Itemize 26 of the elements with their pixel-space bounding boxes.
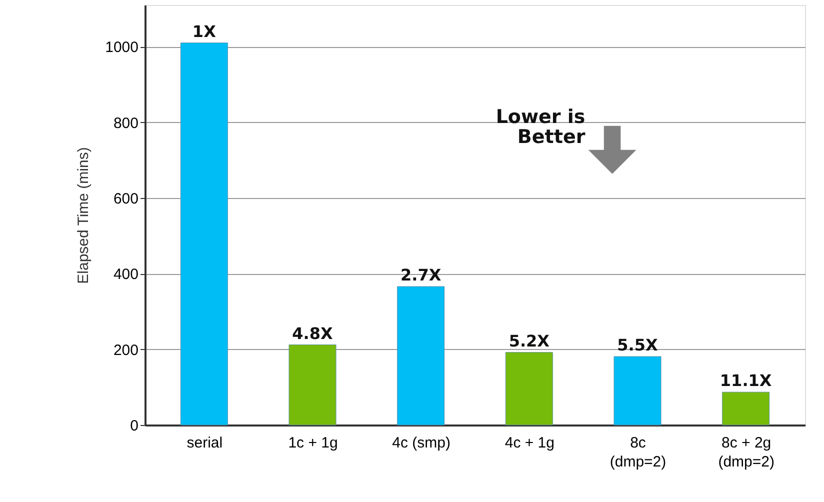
y-tick-label: 400	[113, 266, 138, 284]
bar	[397, 286, 445, 426]
annotation: 1X	[192, 22, 217, 41]
annotation: 4.8X	[292, 324, 334, 343]
annotation: 11.1X	[720, 371, 772, 390]
x-tick-label: 4c (smp)	[392, 434, 451, 452]
y-tick-label: 0	[130, 418, 138, 434]
x-tick-label: 1c + 1g	[288, 434, 338, 452]
x-tick-label: serial	[186, 434, 223, 452]
x-tick-label: 8c (dmp=2)	[610, 434, 666, 470]
bar	[180, 42, 228, 426]
annotation: 5.5X	[617, 336, 658, 355]
x-tick-label: 4c + 1g	[504, 434, 554, 452]
y-axis-title: Elapsed Time (mins)	[75, 147, 92, 284]
bar	[505, 352, 553, 426]
x-tick-label: 8c + 2g (dmp=2)	[718, 434, 774, 470]
bar	[288, 344, 336, 426]
bar	[722, 392, 770, 426]
y-tick-label: 200	[113, 342, 138, 359]
annotation: 2.7X	[400, 266, 442, 285]
y-tick-label: 1000	[105, 39, 138, 56]
annotation: Lower is Better	[496, 106, 586, 148]
y-tick-label: 600	[113, 190, 138, 208]
annotation: 5.2X	[508, 331, 550, 350]
bar	[614, 356, 662, 426]
y-tick-label: 800	[113, 114, 138, 132]
